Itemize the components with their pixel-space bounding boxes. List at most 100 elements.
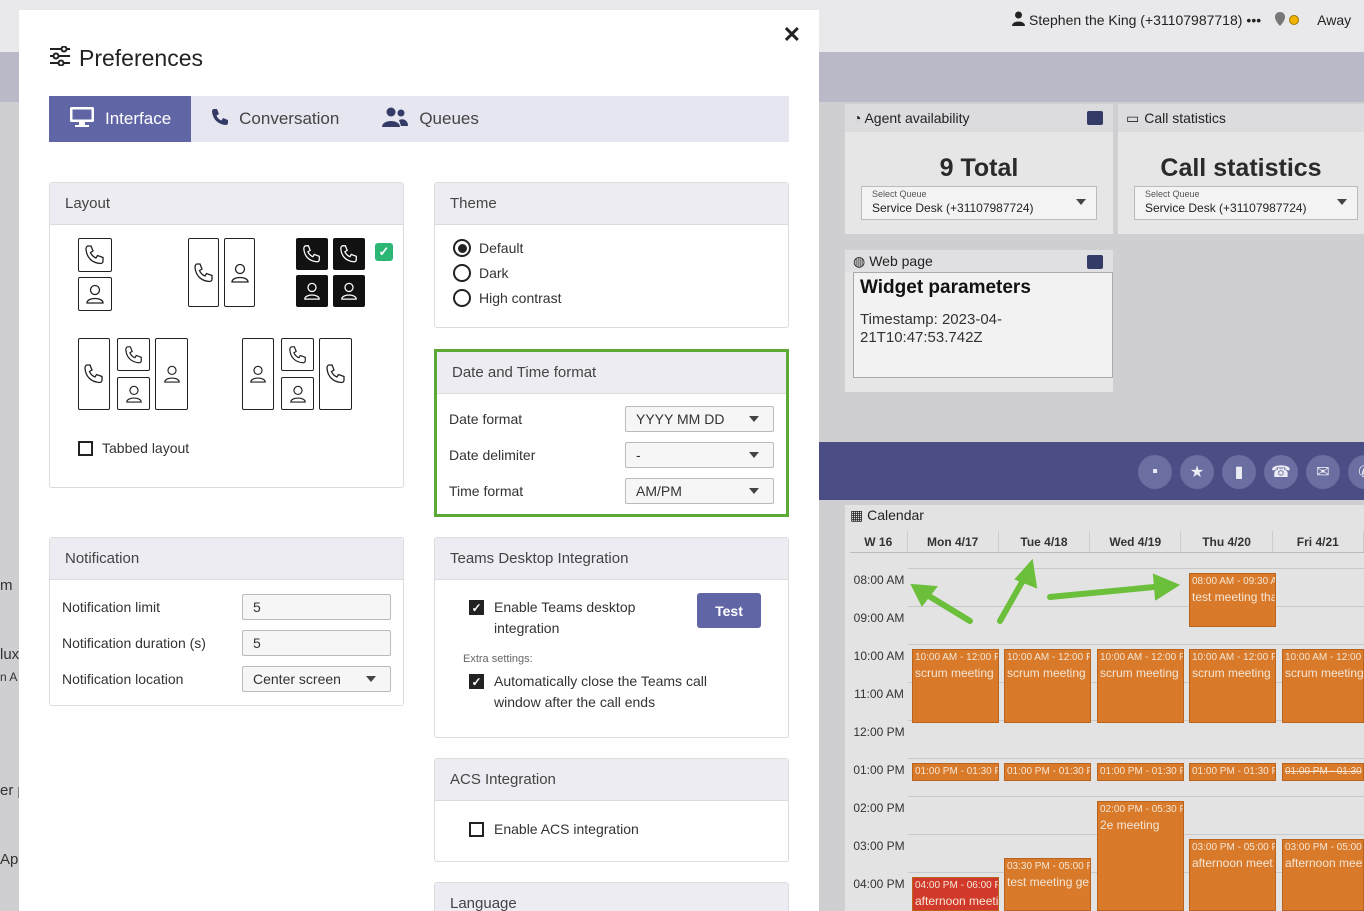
calendar-event[interactable]: 01:00 PM - 01:30 F <box>912 763 999 781</box>
queue-select[interactable]: Select Queue Service Desk (+31107987724) <box>861 186 1097 220</box>
contact-icon <box>155 338 188 410</box>
phone-icon[interactable]: ✆ <box>1348 455 1364 489</box>
bg-fragment: n A <box>0 670 18 684</box>
radio-label: High contrast <box>479 290 562 306</box>
chevron-down-icon <box>366 676 376 682</box>
calendar-event[interactable]: 03:00 PM - 05:00 F afternoon meet <box>1189 839 1276 911</box>
notification-location-label: Notification location <box>62 671 184 687</box>
close-icon[interactable]: ✕ <box>782 22 801 47</box>
event-title: scrum meeting <box>1100 666 1179 680</box>
card-title: Theme <box>435 183 788 225</box>
phone-info-icon <box>333 238 365 270</box>
widget-title: Web page <box>869 253 933 269</box>
enable-teams-label: Enable Teams desktop integration <box>494 599 636 636</box>
calendar-event[interactable]: 10:00 AM - 12:00 F scrum meeting <box>1189 649 1276 723</box>
calendar-event[interactable]: 02:00 PM - 05:30 F 2e meeting <box>1097 801 1184 911</box>
date-format-select[interactable]: YYYY MM DD <box>625 406 774 432</box>
calendar-event[interactable]: 10:00 AM - 12:00 scrum meeting <box>1282 649 1364 723</box>
time-label: 10:00 AM <box>853 649 905 663</box>
card-title: Date and Time format <box>437 352 786 394</box>
auto-close-row[interactable]: ✓ Automatically close the Teams call win… <box>469 673 729 713</box>
tabbed-layout-row[interactable]: Tabbed layout <box>78 440 189 456</box>
enable-teams-checkbox[interactable]: ✓ <box>469 600 484 615</box>
tab-interface[interactable]: Interface <box>49 96 192 142</box>
day-header: Fri 4/21 <box>1273 531 1364 552</box>
enable-acs-row[interactable]: Enable ACS integration <box>469 821 639 837</box>
theme-option-high-contrast[interactable]: High contrast <box>453 289 561 307</box>
minimize-icon[interactable] <box>1087 111 1103 125</box>
chevron-down-icon <box>749 452 759 458</box>
test-button[interactable]: Test <box>697 593 761 628</box>
mobile-icon[interactable]: ▮ <box>1222 455 1256 489</box>
star-icon[interactable]: ★ <box>1180 455 1214 489</box>
tab-bar: Interface Conversation Queues <box>49 96 789 142</box>
calendar-event[interactable]: 03:00 PM - 05:00 afternoon meet <box>1282 839 1364 911</box>
event-title: afternoon meet <box>1285 856 1364 870</box>
tabbed-layout-label: Tabbed layout <box>102 440 190 456</box>
language-card: Language <box>434 882 789 911</box>
webpage-frame[interactable]: Widget parameters Timestamp: 2023-04-21T… <box>853 272 1113 378</box>
user-name: Stephen the King (+31107987718) <box>1029 12 1243 28</box>
date-delimiter-select[interactable]: - <box>625 442 774 468</box>
preferences-dialog: Preferences ✕ Interface Conversation Que… <box>19 10 819 911</box>
calendar-event[interactable]: 10:00 AM - 12:00 F scrum meeting <box>1004 649 1091 723</box>
notification-limit-input[interactable]: 5 <box>242 594 391 620</box>
event-time: 01:00 PM - 01:30 F <box>1192 766 1276 777</box>
notification-location-select[interactable]: Center screen <box>242 666 391 692</box>
calendar-event[interactable]: 01:00 PM - 01:30 F <box>1189 763 1276 781</box>
calendar-event[interactable]: 10:00 AM - 12:00 F scrum meeting <box>1097 649 1184 723</box>
auto-close-checkbox[interactable]: ✓ <box>469 674 484 689</box>
radio-button[interactable] <box>453 264 471 282</box>
select-value: - <box>636 447 641 463</box>
tab-conversation[interactable]: Conversation <box>191 96 359 142</box>
calendar-event[interactable]: 01:00 PM - 01:30 F <box>1097 763 1184 781</box>
calendar-event[interactable]: 10:00 AM - 12:00 F scrum meeting <box>912 649 999 723</box>
tab-queues[interactable]: Queues <box>359 96 499 142</box>
event-time: 02:00 PM - 05:30 F <box>1100 804 1184 815</box>
enable-teams-row[interactable]: ✓ Enable Teams desktop integration <box>469 599 669 639</box>
telephone-icon[interactable]: ☎ <box>1264 455 1298 489</box>
phone-icon <box>319 338 352 410</box>
select-label: Select Queue <box>872 189 927 199</box>
time-format-select[interactable]: AM/PM <box>625 478 774 504</box>
event-time: 01:00 PM - 01:30 <box>1285 766 1362 777</box>
user-status[interactable]: Stephen the King (+31107987718) ••• Away <box>1012 11 1351 29</box>
theme-option-dark[interactable]: Dark <box>453 264 561 282</box>
date-delimiter-label: Date delimiter <box>449 447 536 463</box>
notification-limit-label: Notification limit <box>62 599 161 615</box>
queue-select[interactable]: Select Queue Service Desk (+31107987724) <box>1134 186 1358 220</box>
radio-button[interactable] <box>453 289 471 307</box>
notification-duration-input[interactable]: 5 <box>242 630 391 656</box>
chevron-down-icon <box>749 488 759 494</box>
mail-icon[interactable]: ✉ <box>1306 455 1340 489</box>
status-text[interactable]: Away <box>1317 12 1352 28</box>
calendar-event[interactable]: 08:00 AM - 09:30 A test meeting tha <box>1189 573 1276 627</box>
clipboard-icon: ▭ <box>1126 109 1140 126</box>
time-label: 09:00 AM <box>853 611 905 625</box>
tabbed-layout-checkbox[interactable] <box>78 440 93 456</box>
note-icon[interactable]: ▪ <box>1138 455 1172 489</box>
phone-icon <box>296 238 328 270</box>
theme-option-default[interactable]: Default <box>453 239 561 257</box>
select-value: AM/PM <box>636 483 682 499</box>
annotation-arrows <box>910 558 1181 624</box>
tab-label: Interface <box>105 109 172 128</box>
calendar-event[interactable]: 01:00 PM - 01:30 F <box>1004 763 1091 781</box>
theme-card: Theme Default Dark High contrast <box>434 182 789 328</box>
user-icon <box>1012 11 1025 29</box>
minimize-icon[interactable] <box>1087 255 1103 269</box>
event-time: 03:00 PM - 05:00 F <box>1192 842 1276 853</box>
enable-acs-label: Enable ACS integration <box>494 821 639 837</box>
theme-options: Default Dark High contrast <box>453 239 561 314</box>
date-format-label: Date format <box>449 411 523 427</box>
arrow-head-left <box>910 583 938 607</box>
calendar-event[interactable]: 03:30 PM - 05:00 F test meeting ge <box>1004 858 1091 911</box>
widget-title: Agent availability <box>864 110 970 126</box>
arrow-head-right <box>1152 573 1181 601</box>
call-statistics-widget: ▭ Call statistics Call statistics Select… <box>1118 104 1364 234</box>
radio-button[interactable] <box>453 239 471 257</box>
calendar-event[interactable]: 04:00 PM - 06:00 F afternoon meeti <box>912 877 999 911</box>
enable-acs-checkbox[interactable] <box>469 821 484 837</box>
calendar-event[interactable]: 01:00 PM - 01:30 <box>1282 763 1364 781</box>
more-icon[interactable]: ••• <box>1246 12 1262 28</box>
